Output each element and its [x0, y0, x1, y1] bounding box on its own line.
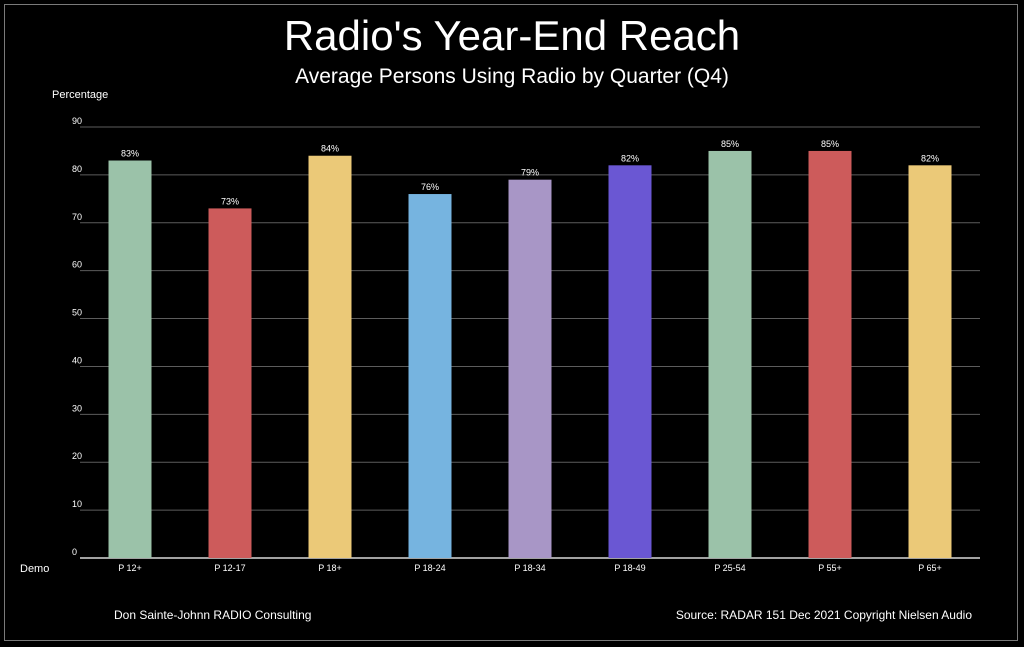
- y-tick-label: 80: [72, 164, 82, 174]
- bar-layer: [108, 150, 952, 559]
- data-label: 82%: [921, 153, 939, 163]
- data-label: 73%: [221, 196, 239, 206]
- y-tick-label: 60: [72, 260, 82, 270]
- data-label: 79%: [521, 168, 539, 178]
- x-tick-label: P 65+: [918, 563, 942, 573]
- bar: [608, 165, 652, 559]
- footer-credit: Don Sainte-Johnn RADIO Consulting: [114, 608, 312, 622]
- x-tick-label: P 18+: [318, 563, 342, 573]
- chart-title: Radio's Year-End Reach: [283, 12, 741, 59]
- bar: [908, 165, 952, 559]
- chart-subtitle: Average Persons Using Radio by Quarter (…: [295, 65, 729, 88]
- bar: [408, 194, 452, 559]
- y-tick-label: 30: [72, 403, 82, 413]
- y-tick-label: 90: [72, 116, 82, 126]
- chart-frame: [4, 4, 1018, 641]
- x-tick-label: P 18-49: [614, 563, 645, 573]
- bar: [308, 155, 352, 558]
- y-tick-label: 70: [72, 212, 82, 222]
- y-tick-label: 40: [72, 355, 82, 365]
- y-tick-label: 10: [72, 499, 82, 509]
- data-label: 82%: [621, 153, 639, 163]
- x-axis-label: Demo: [20, 563, 49, 575]
- bar: [108, 160, 152, 558]
- y-axis-label: Percentage: [52, 89, 108, 101]
- data-label: 76%: [421, 182, 439, 192]
- x-tick-label: P 25-54: [714, 563, 745, 573]
- data-label: 85%: [721, 139, 739, 149]
- label-layer: 83% P 12+ 73% P 12-17 84% P 18+ 76% P 18-24 79% P…: [118, 139, 942, 573]
- y-tick-label: 50: [72, 308, 82, 318]
- data-label: 85%: [821, 139, 839, 149]
- footer-source: Source: RADAR 151 Dec 2021 Copyright Nie…: [675, 608, 972, 622]
- x-tick-label: P 55+: [818, 563, 842, 573]
- data-label: 84%: [321, 144, 339, 154]
- x-tick-label: P 18-34: [514, 563, 545, 573]
- bar: [708, 150, 752, 558]
- data-label: 83%: [121, 149, 139, 159]
- x-tick-label: P 18-24: [414, 563, 445, 573]
- x-tick-label: P 12+: [118, 563, 142, 573]
- y-tick-label: 0: [72, 547, 77, 557]
- bar: [208, 208, 252, 558]
- y-tick-label: 20: [72, 451, 82, 461]
- x-tick-label: P 12-17: [214, 563, 245, 573]
- bar: [808, 150, 852, 558]
- bar: [508, 179, 552, 558]
